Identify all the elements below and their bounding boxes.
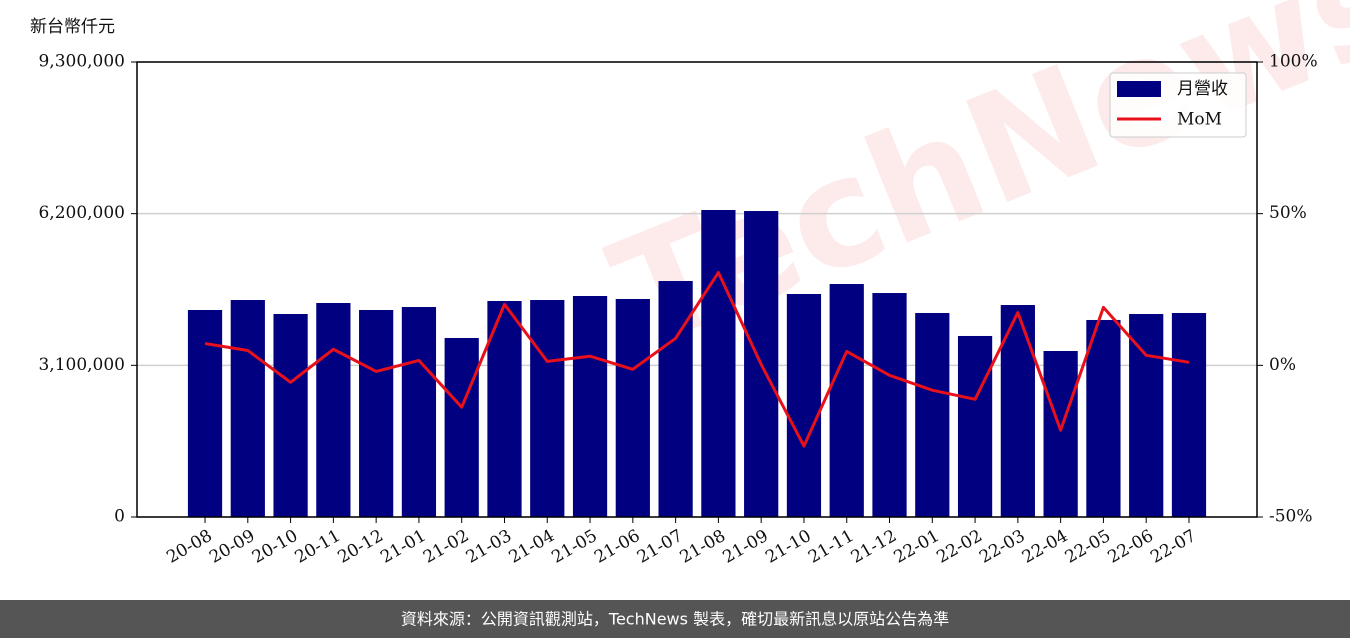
x-tick-label: 22-03 [976, 526, 1028, 568]
x-tick-label: 21-12 [848, 526, 900, 568]
bar [957, 335, 993, 517]
bar [829, 284, 864, 517]
x-tick-label: 20-09 [206, 526, 258, 568]
y2-tick-label: 0% [1269, 355, 1296, 375]
y2-tick-label: 100% [1269, 52, 1318, 72]
bar [872, 293, 907, 517]
x-tick-label: 21-06 [591, 526, 643, 568]
bar [1086, 319, 1121, 517]
x-tick-label: 21-11 [805, 526, 857, 568]
x-tick-label: 22-05 [1062, 526, 1114, 568]
legend-label: 月營收 [1177, 79, 1228, 99]
bar [230, 300, 265, 517]
bar [359, 309, 394, 517]
bar [786, 294, 822, 517]
bar [1129, 314, 1164, 517]
x-tick-label: 21-10 [762, 526, 814, 568]
y2-tick-label: -50% [1269, 507, 1313, 527]
y-axis-label: 新台幣仟元 [30, 17, 115, 37]
legend-label: MoM [1177, 110, 1222, 130]
x-tick-label: 20-11 [292, 526, 344, 568]
x-tick-label: 22-01 [891, 526, 943, 568]
bar [487, 300, 522, 517]
bar [1171, 312, 1207, 517]
x-tick-label: 22-02 [933, 526, 985, 568]
bar [273, 314, 308, 517]
plot-frame [136, 61, 1258, 518]
bar [530, 300, 565, 517]
y-tick-label: 0 [114, 507, 125, 527]
x-tick-label: 21-02 [420, 526, 472, 568]
x-tick-label: 22-06 [1104, 526, 1156, 568]
y-tick-label: 9,300,000 [38, 52, 125, 72]
line [204, 271, 1190, 448]
bar [615, 298, 650, 517]
bar [572, 296, 608, 517]
plot-area: 0 3,100,000 6,200,000 9,300,000 -50% 0% 50% 100… [38, 52, 1317, 568]
y2-tick-label: 50% [1269, 203, 1307, 223]
bar [701, 209, 736, 517]
x-tick-label: 22-07 [1147, 526, 1199, 568]
bar [401, 307, 437, 517]
x-tick-label: 21-03 [463, 526, 515, 568]
bar [1043, 350, 1078, 517]
x-tick-label: 20-12 [334, 526, 386, 568]
y-tick-label: 3,100,000 [38, 355, 125, 375]
x-tick-label: 21-05 [548, 526, 600, 568]
x-tick-label: 20-08 [163, 526, 215, 568]
footer-band [0, 600, 1350, 638]
x-tick-label: 21-08 [677, 526, 729, 568]
bar [187, 309, 223, 517]
x-tick-label: 21-01 [377, 526, 429, 568]
bar [915, 312, 950, 517]
x-tick-label: 20-10 [249, 526, 301, 568]
bar [316, 303, 351, 517]
x-tick-label: 21-04 [506, 526, 558, 568]
bar [444, 337, 479, 517]
legend-swatch [1117, 81, 1161, 97]
footer-text: 資料來源：公開資訊觀測站，TechNews 製表，確切最新訊息以原站公告為準 [401, 610, 949, 629]
x-tick-label: 21-09 [719, 526, 771, 568]
legend: 月營收 MoM [1109, 72, 1247, 138]
bar [658, 280, 693, 517]
y-tick-label: 6,200,000 [38, 203, 125, 223]
x-tick-label: 21-07 [634, 526, 686, 568]
x-tick-label: 22-04 [1019, 526, 1071, 568]
